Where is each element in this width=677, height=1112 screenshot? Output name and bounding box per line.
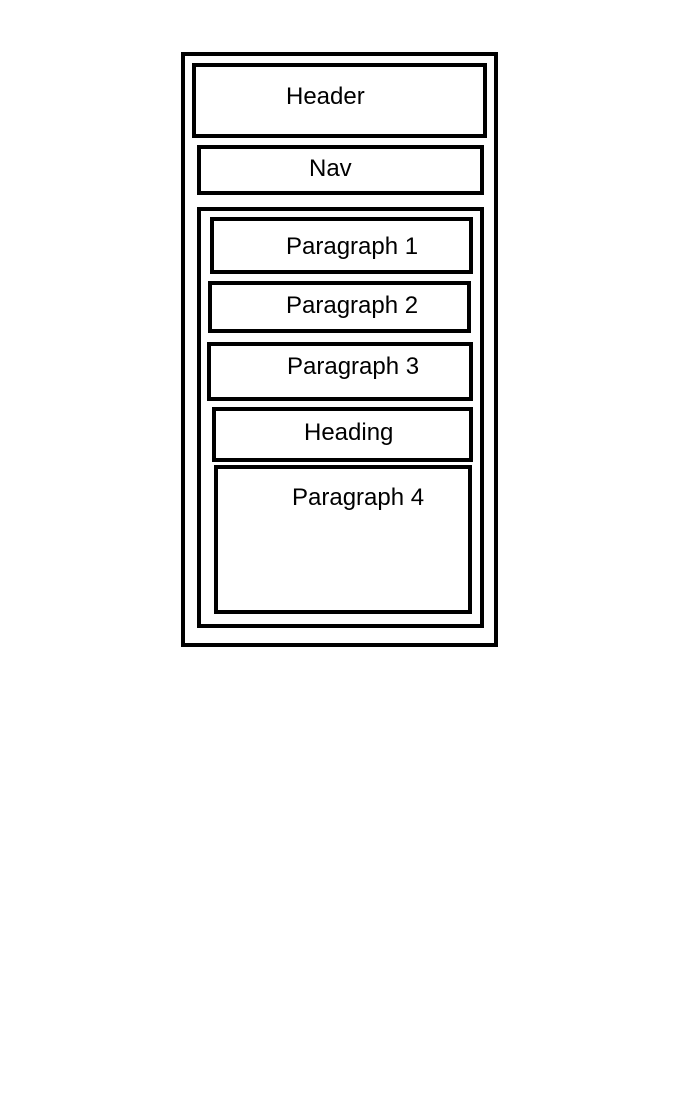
header-block	[192, 63, 487, 138]
paragraph-1-label: Paragraph 1	[286, 233, 419, 260]
header-label: Header	[286, 83, 365, 110]
nav-block	[197, 145, 484, 195]
heading-block	[212, 407, 473, 462]
paragraph-4-label: Paragraph 4	[292, 484, 425, 511]
nav-label: Nav	[309, 155, 352, 182]
paragraph-2-label: Paragraph 2	[286, 292, 419, 319]
paragraph-3-label: Paragraph 3	[287, 353, 420, 380]
paragraph-2-block	[208, 281, 471, 333]
paragraph-4-block	[214, 465, 472, 614]
heading-label: Heading	[304, 419, 394, 446]
paragraph-1-block	[210, 217, 473, 274]
paragraph-3-block	[207, 342, 473, 401]
